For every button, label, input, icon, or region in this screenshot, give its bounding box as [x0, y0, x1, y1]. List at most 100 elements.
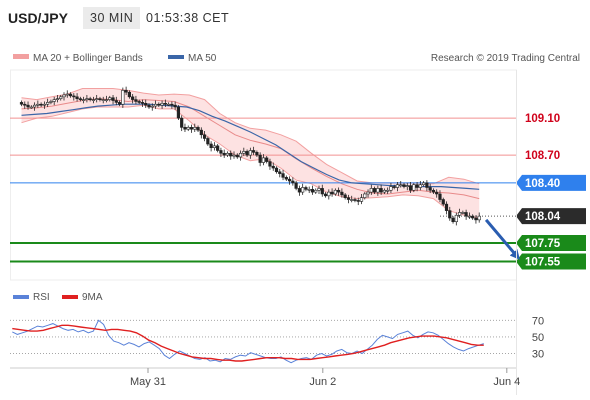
candle-43: [160, 100, 164, 109]
candle-100: [346, 194, 351, 204]
candle-24: [98, 96, 102, 102]
candle-125: [428, 183, 432, 194]
candle-body: [320, 188, 324, 195]
candle-body: [59, 96, 63, 99]
candle-25: [101, 96, 105, 104]
candle-body: [167, 103, 171, 106]
candle-65: [232, 151, 236, 159]
candle-body: [395, 184, 400, 188]
candle-42: [157, 102, 161, 108]
candle-body: [131, 96, 135, 100]
candle-body: [418, 184, 422, 188]
candle-96: [333, 188, 337, 196]
candle-7: [42, 101, 46, 109]
candle-body: [212, 145, 216, 149]
resistance-label-0: 109.10: [525, 113, 560, 125]
candle-body: [474, 217, 478, 221]
candle-124: [425, 180, 429, 192]
candle-132: [451, 216, 455, 224]
candle-70: [248, 147, 252, 159]
candle-84: [294, 181, 298, 191]
candle-48: [176, 105, 181, 120]
candle-body: [29, 106, 33, 109]
candle-body: [209, 143, 213, 149]
candle-body: [117, 102, 122, 105]
candle-body: [444, 203, 449, 211]
symbol-title: USD/JPY: [8, 10, 68, 26]
candle-35: [134, 95, 138, 105]
candle-34: [131, 94, 135, 104]
candle-body: [372, 188, 377, 193]
candle-body: [265, 157, 269, 162]
candle-10: [52, 96, 56, 106]
candle-47: [173, 101, 177, 110]
candle-body: [238, 152, 243, 158]
rsi-legend-swatch: [13, 295, 29, 299]
candle-body: [323, 193, 328, 197]
candle-body: [412, 184, 416, 191]
candle-body: [457, 212, 462, 216]
watermark-text: Research © 2019 Trading Central: [431, 53, 580, 64]
candle-body: [425, 182, 429, 188]
candle-body: [222, 152, 226, 156]
candle-body: [52, 99, 56, 102]
candle-body: [333, 189, 337, 195]
candle-140: [477, 212, 481, 223]
candle-body: [294, 182, 298, 189]
candle-body: [19, 102, 24, 105]
last-price-label: 108.04: [525, 211, 561, 223]
candle-body: [297, 188, 301, 193]
candle-body: [140, 102, 145, 104]
candle-85: [297, 185, 301, 196]
candle-body: [291, 180, 295, 184]
resistance-label-1: 108.70: [525, 150, 560, 162]
candle-body: [307, 189, 311, 191]
candle-body: [441, 199, 445, 205]
timeframe-badge[interactable]: 30 MIN: [83, 7, 141, 29]
candle-19: [82, 96, 86, 104]
candle-109: [376, 185, 380, 196]
price-levels: 109.10 108.70 108.40 108.04 107.75 107.55: [10, 113, 586, 270]
candle-99: [343, 193, 347, 200]
target-label-box-5: [516, 253, 586, 270]
candle-body: [55, 98, 60, 100]
candle-81: [284, 175, 288, 182]
candle-body: [46, 102, 50, 105]
candle-body: [248, 150, 252, 156]
candle-61: [219, 147, 223, 157]
candle-body: [431, 189, 436, 193]
candle-body: [180, 117, 184, 128]
candle-106: [366, 189, 370, 198]
candle-body: [271, 165, 275, 169]
candle-136: [464, 209, 468, 220]
candle-57: [206, 136, 210, 146]
candle-113: [389, 182, 393, 194]
candle-14: [65, 90, 69, 98]
candle-56: [202, 131, 207, 142]
candle-12: [59, 94, 63, 101]
x-tick-label-1: Jun 2: [309, 376, 336, 388]
candle-body: [268, 161, 272, 167]
candle-112: [386, 187, 390, 194]
target-label-4: 107.75: [525, 238, 561, 250]
projection-arrow-group: [484, 218, 520, 260]
candle-53: [193, 123, 197, 132]
candle-72: [255, 150, 259, 157]
candle-body: [346, 197, 351, 200]
candle-2: [26, 101, 30, 110]
candle-128: [438, 190, 442, 203]
candle-body: [62, 94, 66, 98]
rsi-tick-label-1: 50: [532, 332, 544, 344]
candle-body: [144, 103, 148, 106]
candle-62: [222, 149, 226, 158]
candle-body: [392, 186, 396, 188]
candle-54: [196, 125, 200, 132]
candle-41: [153, 100, 158, 109]
candle-101: [350, 195, 354, 203]
candle-body: [317, 188, 321, 191]
candle-26: [104, 95, 109, 103]
candle-body: [467, 215, 471, 218]
candle-body: [356, 200, 360, 202]
candle-body: [229, 152, 233, 157]
candle-90: [314, 188, 318, 194]
